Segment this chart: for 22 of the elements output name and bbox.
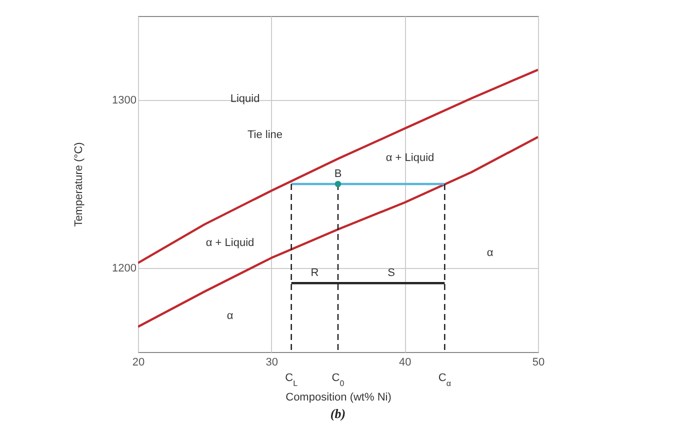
annotation: B [334, 168, 342, 180]
annotation: α [226, 310, 234, 322]
annotation: α + Liquid [206, 237, 254, 249]
annotation: Liquid [230, 93, 260, 105]
y-tick-label: 1200 [112, 262, 136, 274]
x-tick-label: 20 [132, 356, 145, 368]
x-tick-label: 30 [266, 356, 278, 368]
x-tick-label: 50 [532, 356, 545, 368]
x-tick-label: 40 [399, 356, 412, 368]
annotation: α [486, 247, 494, 259]
annotation: α + Liquid [386, 152, 434, 164]
annotation: S [388, 267, 396, 280]
y-axis-title: Temperature (°C) [73, 142, 86, 227]
annotation: R [310, 267, 319, 280]
text: (b) [330, 406, 346, 421]
annotation: C$_{L}$ [285, 372, 298, 388]
annotation: C$_{0}$ [332, 372, 345, 388]
y-tick-label: 1300 [112, 94, 136, 106]
annotation: C$_{α}$ [438, 372, 452, 388]
x-axis-title: Composition (wt% Ni) [286, 392, 392, 404]
line-series [138, 68, 538, 264]
annotation: Tie line [247, 129, 283, 141]
